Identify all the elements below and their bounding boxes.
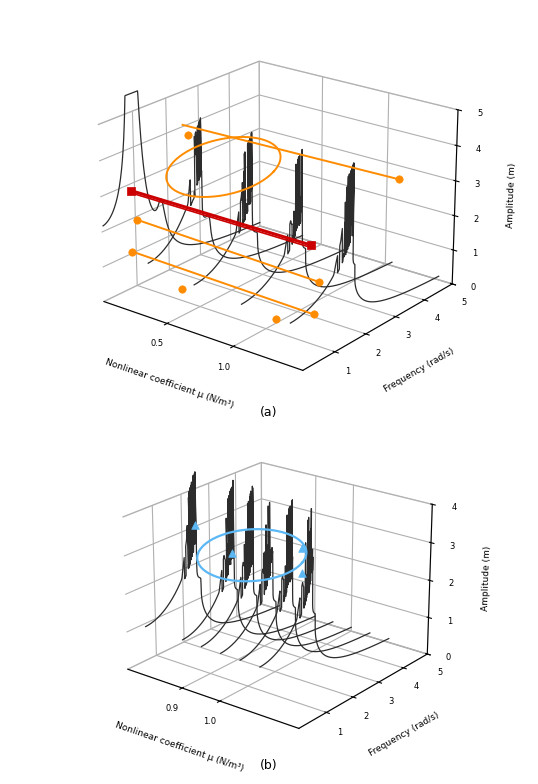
Text: (b): (b) [260,759,278,772]
Y-axis label: Frequency (rad/s): Frequency (rad/s) [367,710,441,758]
X-axis label: Nonlinear coefficient μ (N/m³): Nonlinear coefficient μ (N/m³) [115,720,245,773]
Y-axis label: Frequency (rad/s): Frequency (rad/s) [383,347,456,394]
Text: (a): (a) [260,406,278,419]
X-axis label: Nonlinear coefficient μ (N/m³): Nonlinear coefficient μ (N/m³) [104,358,235,410]
